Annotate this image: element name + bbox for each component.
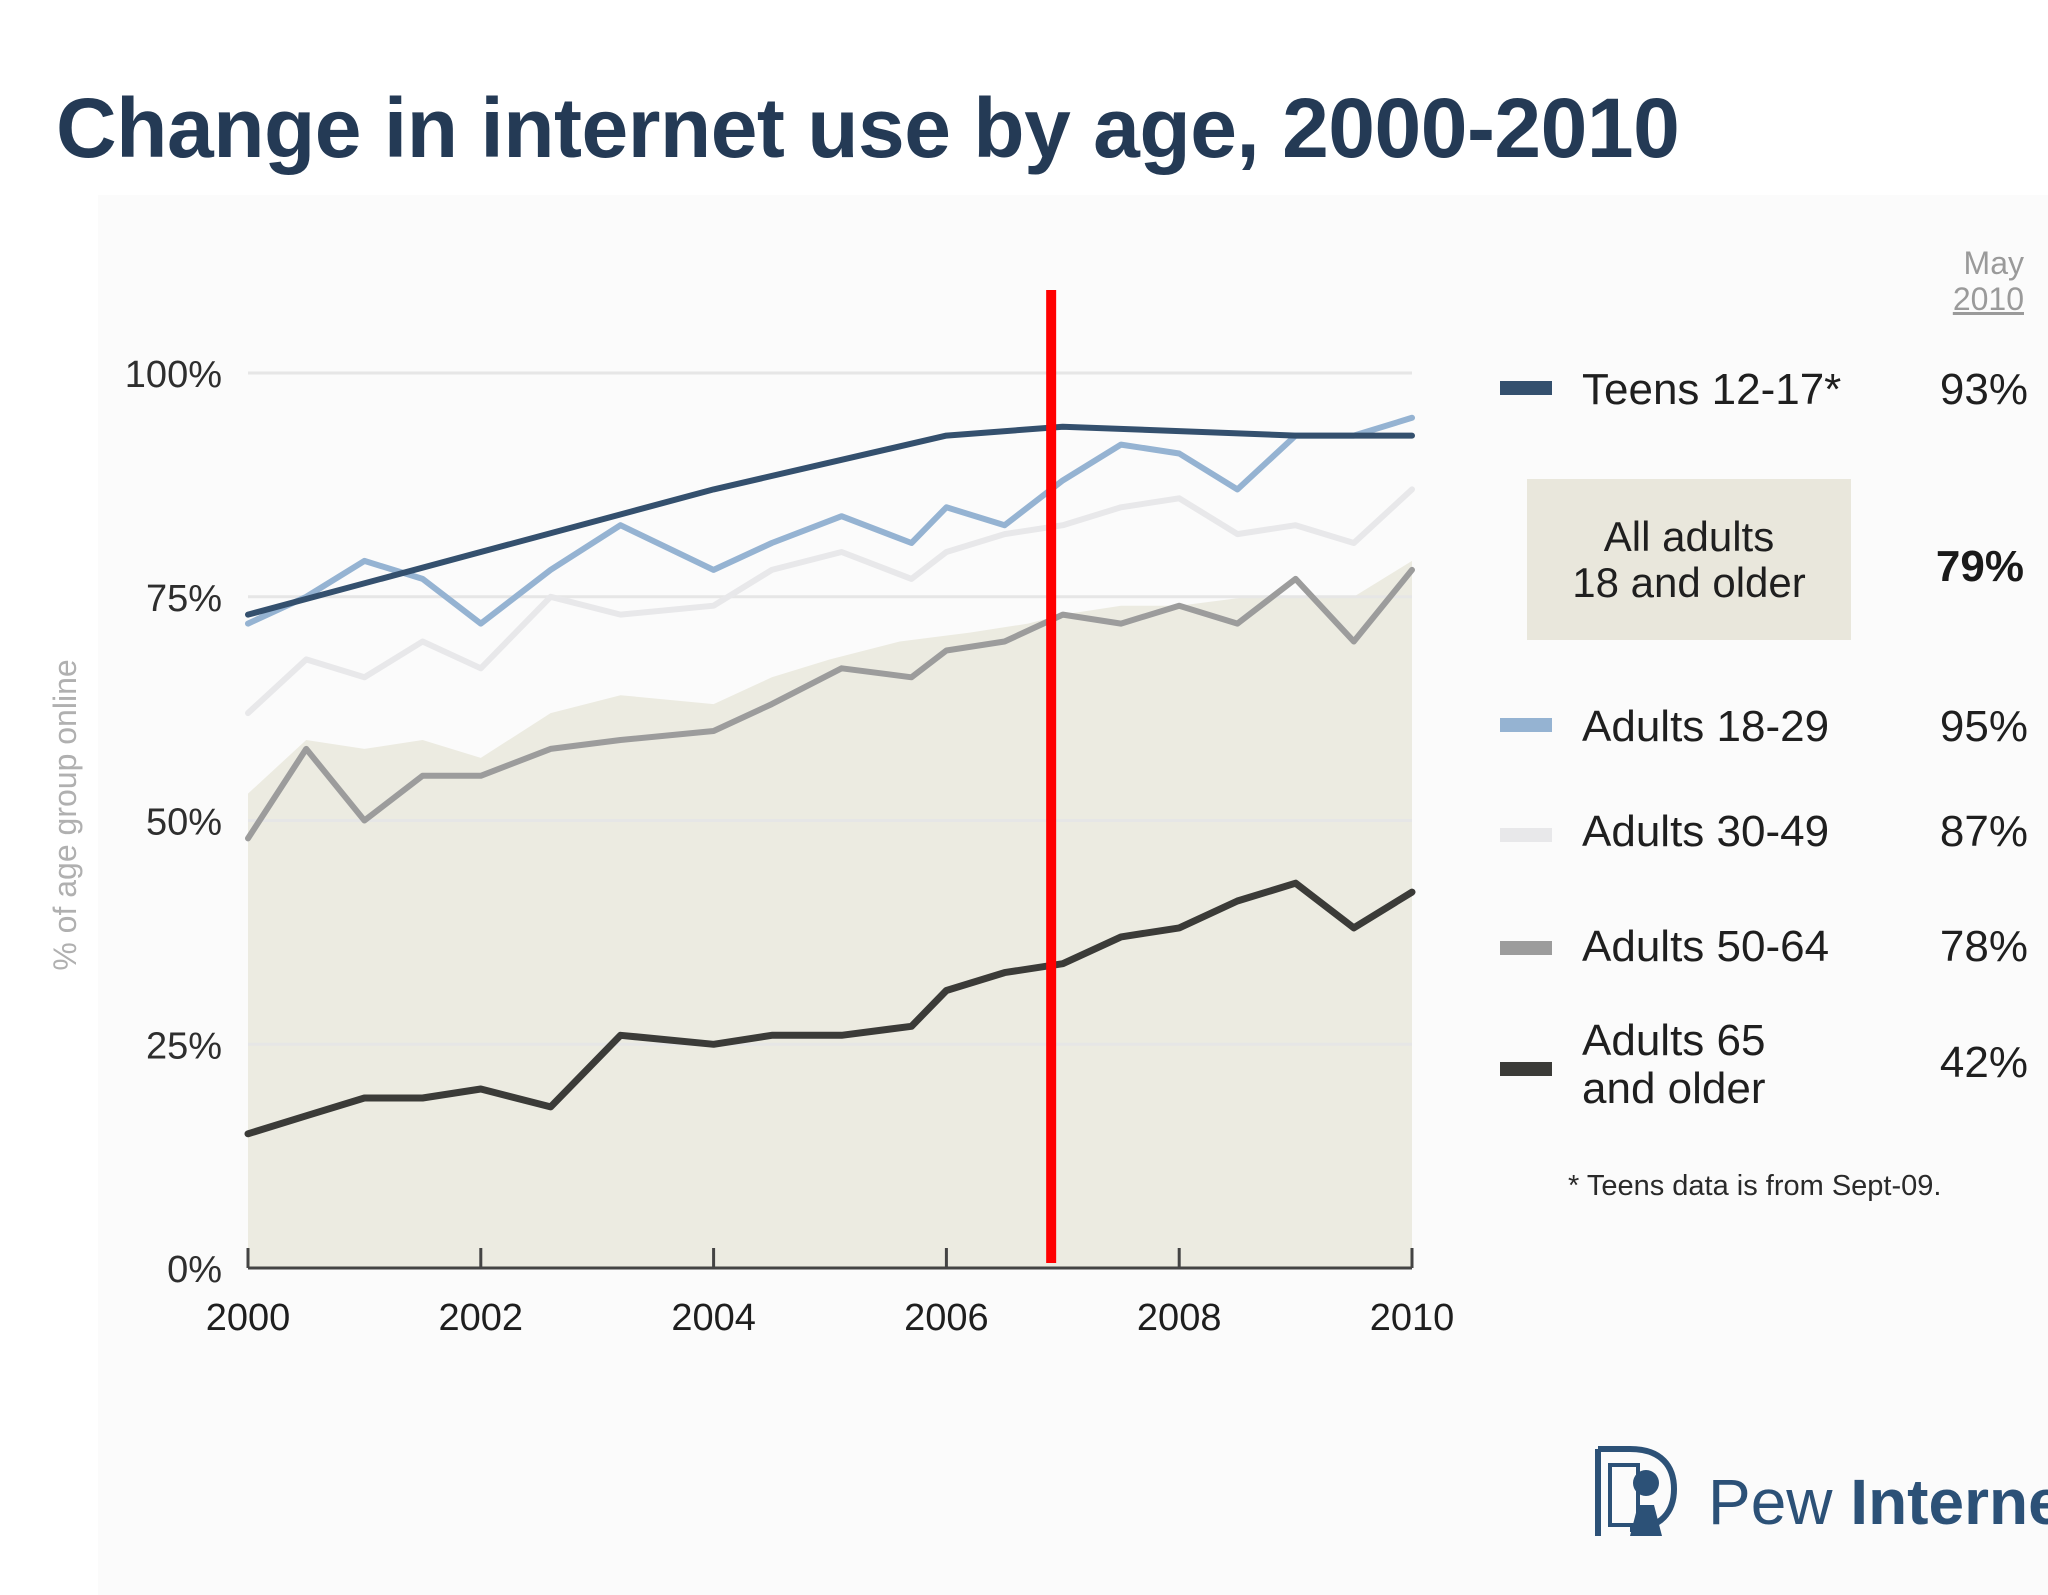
legend-label-adults-65-line2: and older [1582, 1064, 1766, 1113]
legend-item-adults-65: Adults 65 and older 42% [1500, 1017, 2040, 1127]
x-tick-label-2008: 2008 [1137, 1297, 1222, 1339]
all-adults-area [248, 560, 1412, 1268]
legend-item-all-adults: All adults 18 and older [1527, 479, 1851, 640]
legend-label-adults-65: Adults 65 and older [1582, 1017, 1765, 1113]
legend-value-teens: 93% [1939, 365, 2028, 414]
y-tick-label-0: 0% [167, 1249, 222, 1291]
legend-swatch-teens [1500, 381, 1552, 395]
logo-word-internet: Internet [1850, 1466, 2048, 1536]
legend-label-adults-50-64: Adults 50-64 [1582, 922, 1830, 971]
legend-swatch-adults-50-64 [1500, 941, 1552, 955]
series-line-teens [245, 423, 1415, 618]
all-adults-area-layer [248, 560, 1412, 1268]
series-line-a50_64 [245, 566, 1415, 842]
legend-label-all-adults-line1: All adults [1603, 512, 1775, 560]
legend-value-all-adults: 79% [1935, 542, 2024, 591]
legend-header-month: May [1963, 245, 2024, 281]
series-line-a65 [244, 879, 1416, 1138]
x-tick-label-2010: 2010 [1370, 1297, 1455, 1339]
y-tick-label-50: 50% [146, 802, 222, 844]
legend-label-adults-65-line1: Adults 65 [1582, 1016, 1766, 1065]
legend-value-adults-50-64: 78% [1939, 922, 2028, 971]
legend-item-adults-30-49: Adults 30-49 87% [1500, 808, 2040, 898]
logo-wordmark: Pew Internet [1708, 1465, 2048, 1536]
legend-item-teens: Teens 12-17* 93% [1500, 366, 2040, 456]
logo-word-pew: Pew [1708, 1466, 1833, 1536]
series-line-a18_29 [245, 414, 1415, 627]
y-tick-label-25: 25% [146, 1025, 222, 1067]
y-axis-label: % of age group online [47, 659, 83, 970]
legend-value-adults-65: 42% [1939, 1038, 2028, 1087]
legend-swatch-adults-18-29 [1500, 718, 1552, 732]
legend-header: May 2010 [1953, 245, 2024, 317]
x-tick-label-2002: 2002 [439, 1297, 524, 1339]
legend-value-adults-30-49: 87% [1939, 807, 2028, 856]
legend-item-adults-50-64: Adults 50-64 78% [1500, 923, 2040, 1013]
y-tick-label-100: 100% [125, 354, 222, 396]
legend-item-adults-18-29: Adults 18-29 95% [1500, 703, 2040, 793]
y-tick-label-75: 75% [146, 578, 222, 620]
page-title: Change in internet use by age, 2000-2010 [56, 81, 1680, 175]
legend-swatch-adults-65 [1500, 1062, 1552, 1076]
footnote: * Teens data is from Sept-09. [1568, 1170, 1942, 1202]
x-tick-label-2000: 2000 [206, 1297, 291, 1339]
pew-logo-icon [1595, 1446, 1678, 1536]
legend-header-year: 2010 [1952, 281, 2024, 317]
axes: 0% 25% 50% 75% 100% 2000 2002 2004 2006 2008 2010 [125, 354, 1454, 1339]
x-tick-label-2004: 2004 [671, 1297, 756, 1339]
legend-label-teens: Teens 12-17* [1582, 365, 1842, 414]
legend-swatch-adults-30-49 [1500, 828, 1552, 842]
series-lines [244, 414, 1416, 1138]
legend-label-adults-18-29: Adults 18-29 [1582, 702, 1830, 751]
legend-label-all-adults-line2: 18 and older [1572, 558, 1806, 606]
pew-internet-logo: Pew Internet [1590, 1445, 2048, 1536]
x-tick-label-2006: 2006 [904, 1297, 989, 1339]
legend-value-adults-18-29: 95% [1939, 702, 2028, 751]
legend-label-adults-30-49: Adults 30-49 [1582, 807, 1830, 856]
line-chart: 0%25%50%75%100%2000 2002 2004 2006 2008 2010 … [47, 290, 1454, 1339]
series-line-a30_49 [245, 486, 1415, 717]
